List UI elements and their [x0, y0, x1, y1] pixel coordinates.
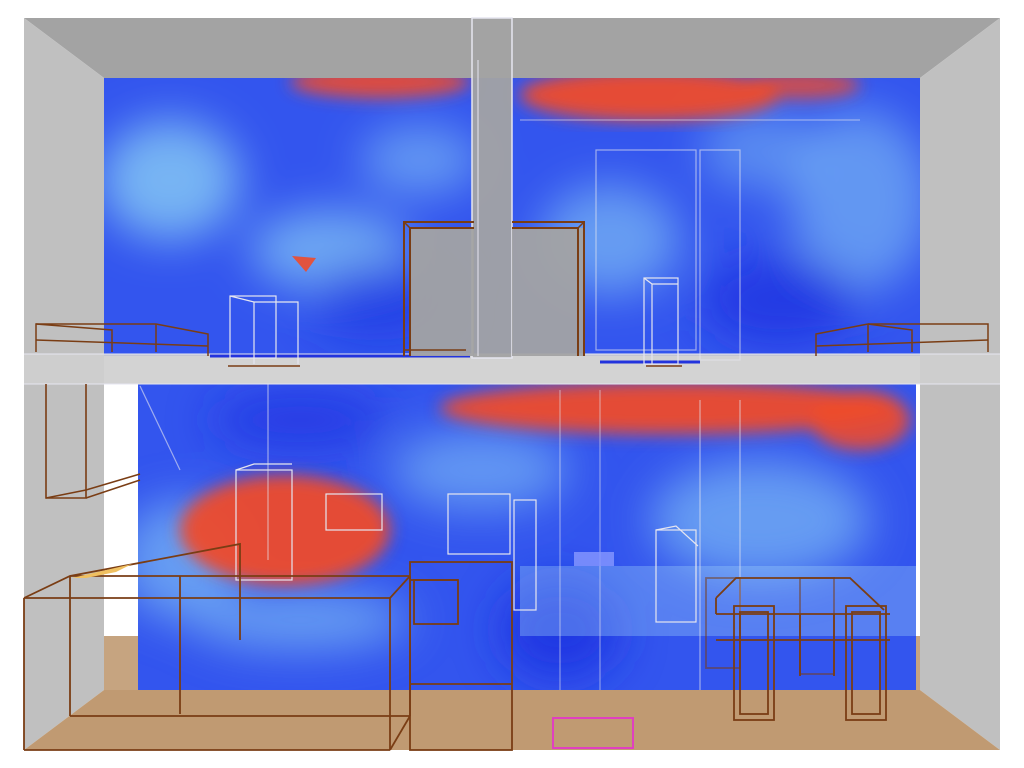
slab-details [228, 349, 682, 367]
stool-cluster [705, 577, 890, 721]
upper-cabinet [403, 221, 585, 356]
small-box [574, 552, 614, 566]
desk-highlight [72, 564, 132, 578]
pink-marker [552, 717, 634, 749]
central-column [471, 17, 513, 359]
mezzanine-slab [24, 353, 1000, 385]
wall-cabinet [45, 384, 141, 499]
mezzanine-railings [35, 323, 989, 356]
front-desk [23, 542, 513, 751]
lower-heatmap [138, 384, 916, 690]
upper-wireframes [229, 119, 860, 365]
